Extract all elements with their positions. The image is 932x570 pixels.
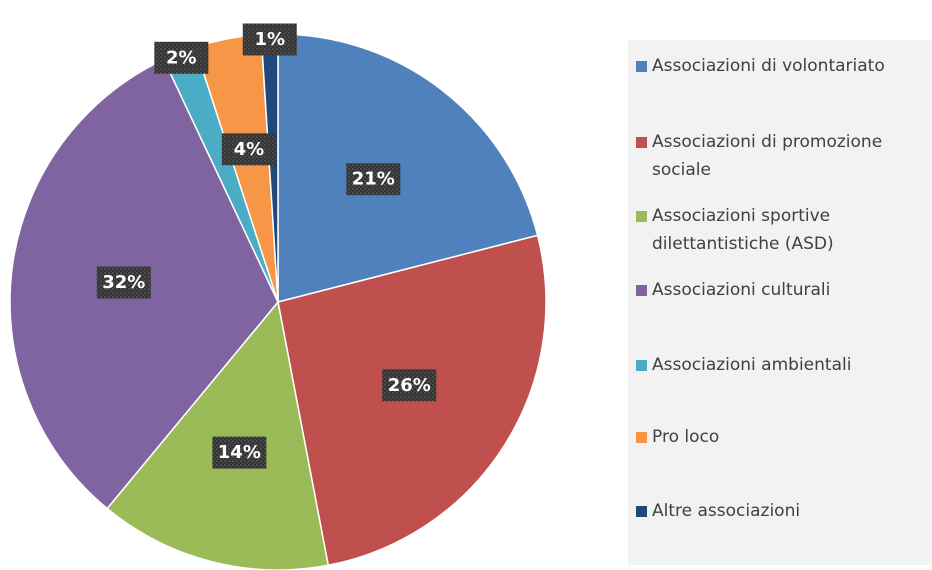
labels: 21% 26% 14% 32% 2% 4% 1%	[96, 23, 437, 469]
data-label: 4%	[234, 139, 265, 160]
pie-slice	[106, 300, 330, 570]
legend-swatch	[636, 506, 647, 517]
data-label: 32%	[102, 272, 145, 293]
legend-item: Associazioni di promozione sociale	[636, 128, 928, 184]
label-box	[382, 369, 437, 402]
legend-item: Associazioni sportive dilettantistiche (…	[636, 202, 928, 258]
label-box	[154, 41, 209, 74]
legend-label: Associazioni culturali	[652, 280, 831, 300]
legend-label: Associazioni ambientali	[652, 355, 852, 375]
slices	[9, 33, 547, 570]
legend-swatch	[636, 61, 647, 72]
legend-item: Pro loco	[636, 423, 928, 451]
legend: Associazioni di volontariato Associazioni…	[628, 40, 932, 565]
legend-swatch	[636, 360, 647, 371]
legend-label: Altre associazioni	[652, 501, 801, 521]
data-label: 2%	[166, 47, 197, 68]
data-label: 1%	[254, 29, 285, 50]
legend-label: Associazioni di promozione sociale	[652, 132, 883, 180]
legend-item: Associazioni di volontariato	[636, 52, 928, 80]
data-label: 21%	[352, 169, 395, 190]
label-box	[221, 133, 276, 166]
legend-item: Associazioni culturali	[636, 276, 928, 304]
pie-slice	[277, 33, 539, 303]
data-label: 14%	[218, 442, 261, 463]
legend-item: Associazioni ambientali	[636, 351, 928, 379]
label-box	[212, 436, 267, 469]
label-box	[242, 23, 297, 56]
label-box	[96, 266, 151, 299]
legend-label: Associazioni di volontariato	[652, 56, 885, 76]
legend-swatch	[636, 285, 647, 296]
data-label: 26%	[388, 375, 431, 396]
legend-label: Pro loco	[652, 427, 720, 447]
legend-label: Associazioni sportive dilettantistiche (…	[652, 206, 834, 254]
legend-item: Altre associazioni	[636, 497, 928, 525]
legend-swatch	[636, 432, 647, 443]
legend-swatch	[636, 137, 647, 148]
chart: 21% 26% 14% 32% 2% 4% 1%	[9, 23, 547, 570]
label-box	[346, 163, 401, 196]
legend-swatch	[636, 211, 647, 222]
